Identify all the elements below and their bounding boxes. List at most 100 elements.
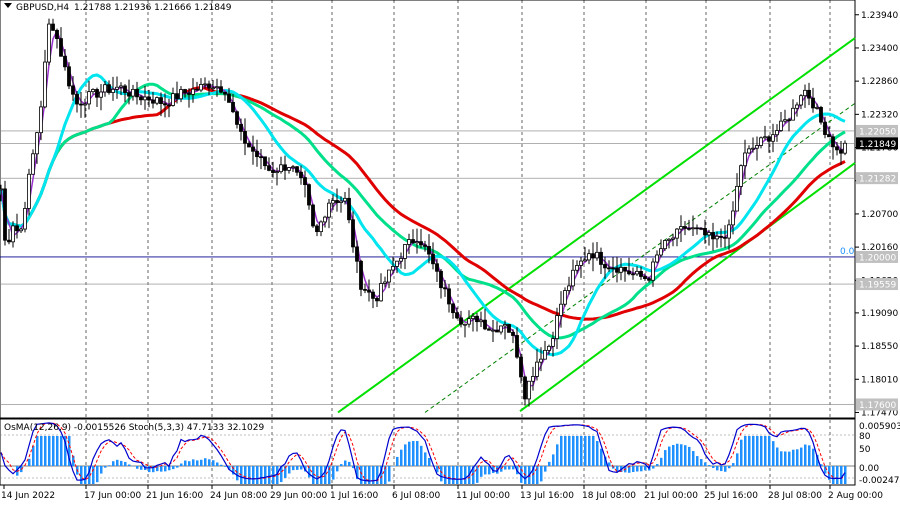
osma-bar xyxy=(696,456,699,466)
osma-bar xyxy=(380,466,383,484)
candle-body xyxy=(751,147,755,150)
candle-body xyxy=(779,120,783,131)
candle-body xyxy=(151,99,155,104)
osma-bar xyxy=(164,466,167,472)
candle-body xyxy=(599,251,603,265)
candle-body xyxy=(315,225,319,233)
candle-body xyxy=(239,123,243,132)
candle-body xyxy=(163,103,167,106)
osma-bar xyxy=(492,466,495,474)
candle-body xyxy=(539,358,543,363)
candle-body xyxy=(747,148,751,154)
osma-bar xyxy=(256,466,259,484)
osma-bar xyxy=(352,466,355,469)
candle-body xyxy=(251,146,255,152)
candle-body xyxy=(123,85,127,93)
candle-body xyxy=(587,253,591,261)
candle-body xyxy=(627,270,631,275)
osma-bar xyxy=(104,466,107,468)
indicator-tick-label: -0.0024745 xyxy=(859,476,900,486)
price-tag-label: 1.17600 xyxy=(859,401,896,411)
candle-body xyxy=(555,315,559,340)
osma-bar xyxy=(640,466,643,472)
time-axis-tick-label: 13 Jul 16:00 xyxy=(520,491,574,501)
time-axis-tick-label: 14 Jun 2022 xyxy=(1,491,55,501)
candle-body xyxy=(559,303,563,316)
price-axis: 1.239401.234001.228601.223201.217801.212… xyxy=(855,11,898,418)
time-axis-tick-label: 6 Jul 08:00 xyxy=(392,491,441,501)
osma-bar xyxy=(268,466,271,484)
candle-body xyxy=(807,89,811,99)
osma-bar xyxy=(252,466,255,484)
time-axis-tick-label: 28 Jul 08:00 xyxy=(768,491,822,501)
candle-body xyxy=(759,137,763,146)
osma-bar xyxy=(72,455,75,466)
candle-body xyxy=(659,248,663,256)
candle-body xyxy=(419,241,423,246)
candle-body xyxy=(379,283,383,302)
main-chart-area xyxy=(0,0,856,419)
moving-averages xyxy=(0,29,846,387)
candle-body xyxy=(767,136,771,142)
osma-bar xyxy=(120,460,123,466)
candle-body xyxy=(623,266,627,272)
candle-body xyxy=(727,224,731,239)
candle-body xyxy=(583,259,587,262)
osma-bar xyxy=(832,466,835,484)
candle-body xyxy=(79,103,83,106)
candle-body xyxy=(207,83,211,89)
candle-body xyxy=(479,319,483,323)
candle-body xyxy=(467,318,471,325)
candle-body xyxy=(91,89,95,93)
osma-bar xyxy=(676,443,679,466)
candle-body xyxy=(523,376,527,400)
osma-bar xyxy=(332,466,335,480)
osma-bar xyxy=(452,466,455,484)
ma-cyan-line xyxy=(0,73,846,357)
osma-bar xyxy=(360,466,363,484)
osma-bar xyxy=(844,466,847,484)
current-price-tag xyxy=(856,137,898,150)
osma-bar xyxy=(232,466,235,475)
level-price-tag xyxy=(856,172,898,185)
osma-bar xyxy=(812,448,815,466)
candle-body xyxy=(43,61,47,108)
candle-body xyxy=(0,188,3,191)
candle-body xyxy=(423,244,427,247)
candle-body xyxy=(35,132,39,155)
candle-body xyxy=(131,88,135,97)
ma-green-line xyxy=(0,82,846,340)
candle-body xyxy=(387,269,391,283)
osma-bar xyxy=(636,466,639,472)
osma-bar xyxy=(808,445,811,466)
candle-body xyxy=(679,226,683,230)
osma-bar xyxy=(348,461,351,466)
candle-body xyxy=(771,134,775,142)
candle-body xyxy=(719,235,723,238)
time-axis-tick-label: 18 Jul 08:00 xyxy=(582,491,636,501)
osma-bar xyxy=(320,466,323,484)
candle-body xyxy=(551,338,555,347)
time-axis: 14 Jun 2022 17 Jun 00:00 21 Jun 16:00 24 Ju… xyxy=(1,485,883,501)
osma-bar xyxy=(84,466,87,484)
candle-body xyxy=(203,83,207,86)
candle-body xyxy=(363,288,367,291)
osma-bar xyxy=(228,466,231,470)
candle-body xyxy=(395,260,399,267)
chart-menu-arrow-icon[interactable] xyxy=(4,3,12,8)
osma-bar xyxy=(456,466,459,484)
osma-bar xyxy=(448,466,451,484)
osma-bar xyxy=(312,466,315,484)
stoch-main-line xyxy=(0,422,846,482)
candle-body xyxy=(667,238,671,241)
candle-body xyxy=(639,270,643,277)
osma-bar xyxy=(792,449,795,466)
osma-bar xyxy=(288,466,291,474)
osma-bar xyxy=(568,436,571,466)
candle-body xyxy=(247,142,251,148)
osma-bar xyxy=(504,466,507,470)
candle-body xyxy=(611,267,615,270)
osma-bar xyxy=(784,451,787,466)
price-axis-tick-label: 1.22320 xyxy=(861,110,898,120)
